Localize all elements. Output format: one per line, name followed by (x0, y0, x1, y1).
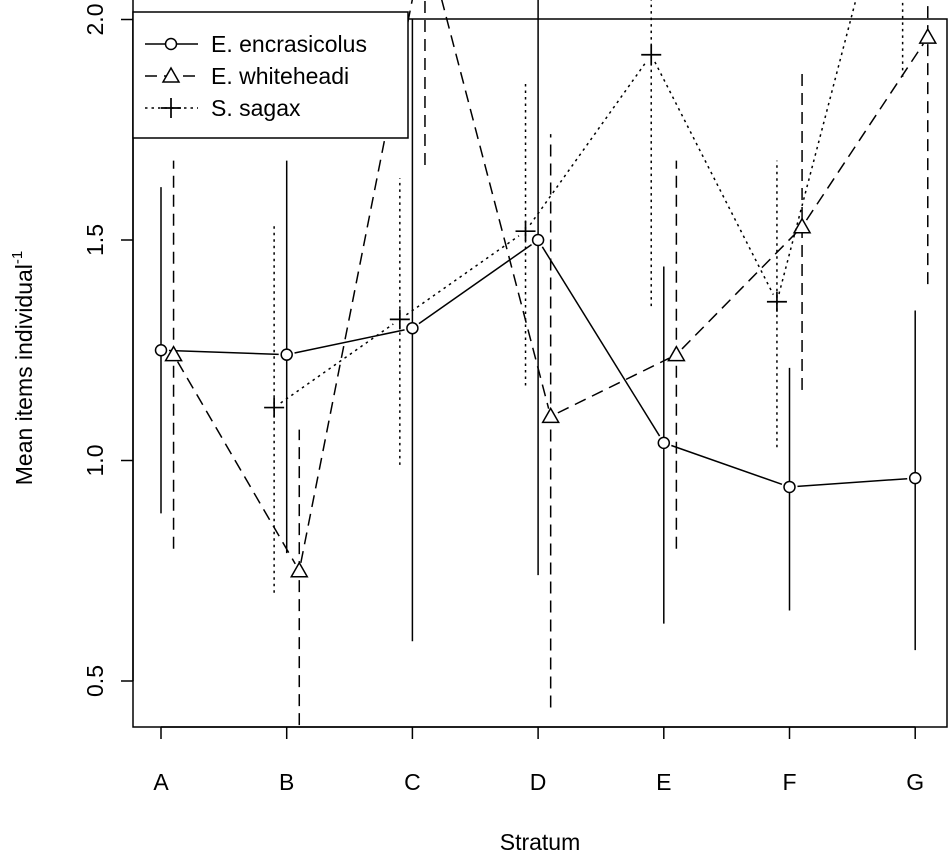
y-tick-label: 0.5 (82, 665, 108, 697)
series-line-segment (300, 0, 414, 564)
data-point (657, 436, 671, 450)
legend-entry-3: S. sagax (145, 95, 301, 121)
x-tick-label: B (279, 769, 294, 795)
series-line-segment (778, 0, 857, 295)
series-line-segment (176, 361, 296, 565)
data-point (389, 309, 410, 330)
series-line-segment (805, 43, 924, 221)
legend: E. encrasicolus E. whiteheadi S. sagax (132, 11, 409, 139)
series-1 (154, 0, 922, 651)
data-point (766, 291, 787, 312)
series-2 (164, 0, 938, 726)
x-tick-label: D (530, 769, 547, 795)
y-tick-label: 1.0 (82, 445, 108, 477)
data-point (918, 27, 938, 44)
series-3 (264, 0, 904, 593)
series-line-segment (529, 60, 648, 226)
x-tick-label: A (153, 769, 169, 795)
legend-marker (164, 37, 178, 51)
legend-entry-2: E. whiteheadi (145, 63, 349, 89)
plot-marks (154, 0, 938, 726)
data-point (280, 348, 293, 361)
x-tick-label: E (656, 769, 671, 795)
series-line-segment (418, 243, 532, 325)
data-point (792, 217, 812, 234)
data-point (641, 44, 662, 65)
legend-label: E. whiteheadi (211, 63, 349, 89)
data-point (264, 397, 285, 418)
data-point (531, 233, 545, 247)
data-point (164, 345, 183, 362)
data-point (783, 480, 796, 494)
legend-label: S. sagax (211, 95, 301, 121)
y-axis-title-main: Mean items individual (11, 264, 37, 485)
x-tick-label: G (906, 769, 924, 795)
data-point (908, 471, 922, 485)
x-tick-label: F (782, 769, 796, 795)
data-point (406, 321, 419, 335)
series-line-segment (294, 329, 405, 354)
data-point (289, 561, 309, 578)
data-point (667, 345, 686, 362)
x-axis: A B C D E F G (153, 726, 924, 795)
series-line-segment (557, 357, 670, 414)
series-line-segment (671, 444, 783, 486)
legend-box (132, 11, 409, 139)
data-point (154, 344, 168, 357)
series-line-segment (654, 61, 774, 295)
x-tick-label: C (404, 769, 421, 795)
legend-entry-1: E. encrasicolus (145, 31, 367, 57)
series-line-segment (168, 349, 279, 356)
x-axis-title: Stratum (500, 829, 581, 854)
legend-marker (161, 66, 181, 83)
data-point (515, 221, 536, 242)
legend-marker (161, 98, 181, 118)
series-line-segment (441, 0, 550, 409)
legend-label: E. encrasicolus (211, 31, 367, 57)
data-point (541, 406, 560, 424)
y-axis-title: Mean items individual-1 (9, 251, 37, 486)
y-axis-title-superscript: -1 (9, 251, 26, 264)
series-line-segment (541, 246, 661, 437)
series-line-segment (797, 477, 908, 488)
y-tick-label: 1.5 (82, 224, 108, 256)
y-tick-label: 2.0 (82, 4, 108, 36)
